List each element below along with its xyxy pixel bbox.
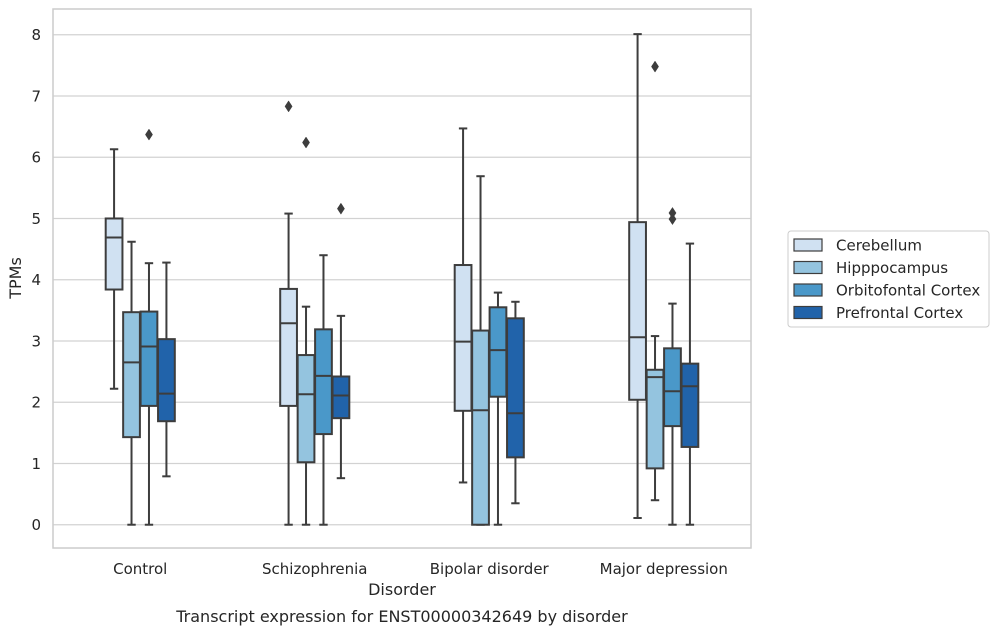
box-body — [279, 287, 298, 407]
legend-frame — [787, 230, 990, 328]
outlier-point — [302, 136, 310, 149]
y-tick-label: 5 — [31, 210, 41, 228]
box-body — [122, 311, 141, 439]
box-body — [296, 354, 316, 464]
x-tick-label: Control — [113, 560, 167, 578]
box-2-3 — [663, 207, 682, 526]
x-axis-label: Disorder — [368, 580, 436, 599]
x-tick-label: Schizophrenia — [262, 560, 367, 578]
y-tick-label: 0 — [31, 516, 41, 534]
y-tick-label: 1 — [31, 455, 41, 473]
legend-label: Orbitofontal Cortex — [836, 282, 980, 300]
box-3-2 — [506, 300, 525, 505]
box-2-2 — [488, 291, 508, 526]
y-tick-label: 2 — [31, 394, 41, 412]
legend-label: Cerebellum — [836, 237, 922, 255]
box-body — [488, 306, 508, 398]
y-tick-label: 4 — [31, 271, 41, 289]
box-body — [680, 362, 700, 448]
box-1-1 — [296, 136, 316, 526]
box-body — [645, 368, 665, 470]
outlier-point — [284, 100, 293, 113]
box-body — [157, 338, 176, 423]
y-tick-label: 3 — [31, 332, 41, 350]
box-body — [506, 317, 525, 459]
y-tick-label: 7 — [31, 87, 41, 105]
plot-frame — [52, 8, 752, 549]
legend-swatch — [793, 305, 823, 320]
y-axis-label: TPMs — [6, 257, 25, 300]
y-tick-label: 8 — [31, 26, 41, 44]
legend: Cerebellum Hipppocampus Orbitofontal Corte… — [787, 230, 990, 328]
box-body — [471, 329, 490, 526]
box-body — [104, 217, 124, 291]
box-body — [453, 264, 473, 412]
legend-swatch — [793, 260, 823, 275]
box-0-3 — [628, 33, 647, 519]
y-tick-label: 6 — [31, 149, 41, 167]
box-0-2 — [453, 127, 473, 484]
x-tick-label: Major depression — [600, 560, 728, 578]
outlier-point — [668, 207, 677, 219]
box-3-1 — [331, 202, 351, 480]
x-tick-labels: Control Schizophrenia Bipolar disorder Majo… — [113, 560, 728, 578]
box-body — [314, 328, 333, 436]
box-3-3 — [680, 242, 700, 526]
legend-swatch — [793, 283, 823, 297]
box-0-1 — [279, 100, 298, 526]
x-tick-label: Bipolar disorder — [430, 560, 550, 578]
box-3-0 — [157, 261, 176, 478]
box-1-0 — [122, 240, 141, 526]
box-body — [663, 347, 682, 428]
box-0-0 — [104, 148, 124, 390]
legend-label: Hipppocampus — [836, 259, 948, 277]
y-tick-labels: 0 1 2 3 4 5 6 7 8 — [31, 26, 41, 534]
box-2-1 — [314, 254, 333, 526]
box-groups — [104, 33, 700, 526]
box-2-0 — [139, 128, 159, 526]
chart-caption: Transcript expression for ENST0000034264… — [175, 607, 628, 626]
box-1-3 — [645, 60, 665, 502]
box-body — [331, 375, 351, 420]
outlier-point — [668, 213, 677, 226]
legend-label: Prefrontal Cortex — [836, 304, 963, 322]
box-body — [628, 221, 647, 401]
outlier-point — [337, 202, 345, 215]
outlier-point — [651, 60, 659, 73]
legend-swatch — [793, 238, 823, 252]
outlier-point — [145, 128, 153, 141]
box-1-2 — [471, 175, 490, 526]
box-body — [139, 310, 159, 407]
